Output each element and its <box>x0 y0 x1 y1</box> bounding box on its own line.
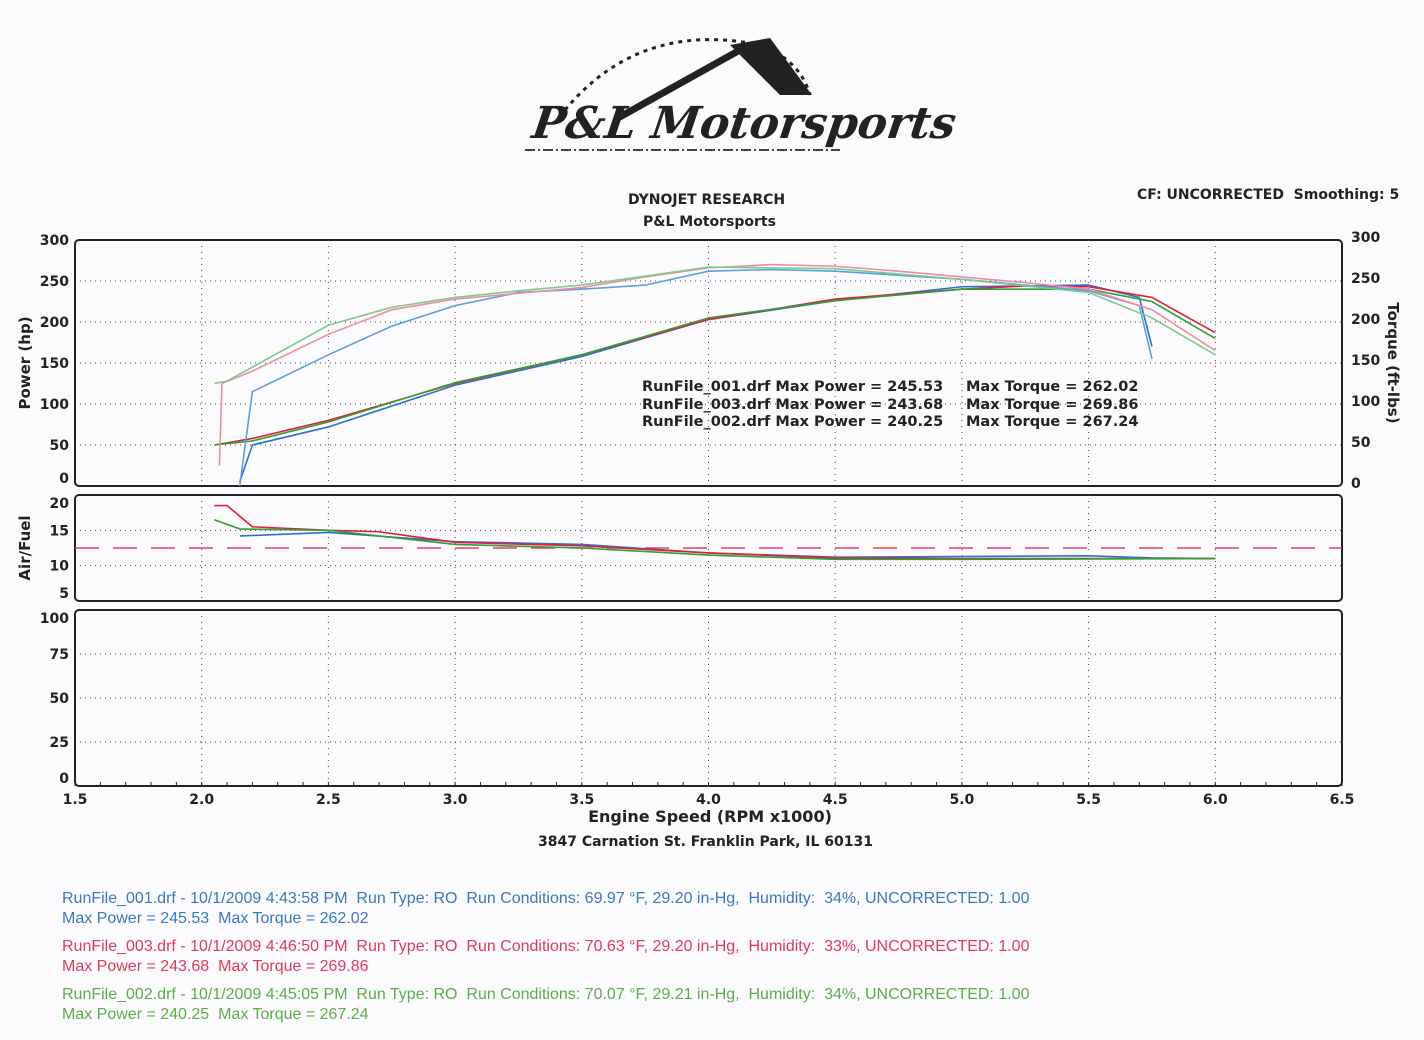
y-right-tick-label: 300 <box>1351 230 1380 246</box>
max-power-stats: RunFile_001.drf Max Power = 245.53 RunFi… <box>642 379 943 432</box>
x-tick-label: 5.0 <box>949 792 974 808</box>
y-tick-label: 0 <box>59 471 69 487</box>
x-tick-label: 2.0 <box>189 792 214 808</box>
x-tick-label: 3.0 <box>443 792 468 808</box>
chart-subtitle: P&L Motorsports <box>643 214 776 230</box>
series-RunFile_002-torque-line <box>214 266 1216 385</box>
y-tick-label: 10 <box>50 559 70 575</box>
y-right-tick-label: 50 <box>1351 435 1371 451</box>
y-tick-label: 100 <box>40 397 69 413</box>
stat-torque-003: Max Torque = 269.86 <box>966 396 1139 413</box>
y-axis-label: Power (hp) <box>16 316 34 409</box>
run-info-003: RunFile_003.drf - 10/1/2009 4:46:50 PM R… <box>62 937 1029 977</box>
x-tick-label: 3.5 <box>569 792 594 808</box>
x-tick-label: 1.5 <box>63 792 88 808</box>
y-tick-label: 250 <box>40 274 69 290</box>
gauge-segments-icon <box>730 38 812 95</box>
y-tick-label: 0 <box>59 771 69 787</box>
run-line: RunFile_001.drf - 10/1/2009 4:43:58 PM R… <box>62 890 1030 907</box>
series-RunFile_003-line <box>214 504 1216 560</box>
y-tick-label: 300 <box>40 233 69 249</box>
y-tick-label: 50 <box>50 691 70 707</box>
address: 3847 Carnation St. Franklin Park, IL 601… <box>538 834 873 850</box>
y-right-tick-label: 250 <box>1351 271 1380 287</box>
run-max: Max Power = 243.68 Max Torque = 269.86 <box>62 958 369 975</box>
series-RunFile_003-torque-line <box>218 263 1216 466</box>
x-axis-label: Engine Speed (RPM x1000) <box>588 807 832 826</box>
x-tick-label: 4.0 <box>696 792 721 808</box>
stat-torque-001: Max Torque = 262.02 <box>966 379 1139 395</box>
run-max: Max Power = 245.53 Max Torque = 262.02 <box>62 910 369 927</box>
run-line: RunFile_003.drf - 10/1/2009 4:46:50 PM R… <box>62 938 1030 955</box>
run-max: Max Power = 240.25 Max Torque = 267.24 <box>62 1006 369 1023</box>
series-RunFile_001-torque-line <box>238 268 1153 487</box>
gauge-needle-icon <box>614 46 744 122</box>
logo: P&L Motorsports <box>525 38 959 151</box>
stat-torque-002: Max Torque = 267.24 <box>966 414 1139 430</box>
x-tick-label: 6.5 <box>1330 792 1355 808</box>
y-right-tick-label: 200 <box>1351 312 1380 328</box>
x-tick-label: 5.5 <box>1076 792 1101 808</box>
y-tick-label: 50 <box>50 438 70 454</box>
run-line: RunFile_002.drf - 10/1/2009 4:45:05 PM R… <box>62 986 1030 1003</box>
y-axis-label: Air/Fuel <box>16 515 34 580</box>
correction-info: CF: UNCORRECTED Smoothing: 5 <box>1137 187 1400 203</box>
stat-power-001: RunFile_001.drf Max Power = 245.53 <box>642 379 944 395</box>
svg-text:P&L Motorsports: P&L Motorsports <box>527 97 959 149</box>
y-tick-label: 25 <box>50 735 69 751</box>
y-right-tick-label: 100 <box>1351 394 1380 410</box>
y-tick-label: 20 <box>50 496 70 512</box>
y-right-tick-label: 150 <box>1351 353 1380 369</box>
chart-title: DYNOJET RESEARCH <box>628 192 786 208</box>
y-tick-label: 200 <box>40 315 69 331</box>
y-right-tick-label: 0 <box>1351 476 1361 492</box>
y-tick-label: 100 <box>40 611 69 627</box>
y-axis-label-right: Torque (ft-lbs) <box>1384 302 1402 423</box>
stat-power-003: RunFile_003.drf Max Power = 243.68 <box>642 396 944 413</box>
x-tick-label: 4.5 <box>823 792 848 808</box>
x-tick-label: 6.0 <box>1203 792 1228 808</box>
y-tick-label: 75 <box>50 647 69 663</box>
run-info-002: RunFile_002.drf - 10/1/2009 4:45:05 PM R… <box>62 985 1029 1025</box>
series-RunFile_002-power-line <box>214 288 1216 446</box>
y-tick-label: 5 <box>59 586 69 602</box>
y-tick-label: 15 <box>50 523 69 539</box>
series-RunFile_002-line <box>214 518 1216 561</box>
max-torque-stats: Max Torque = 262.02 Max Torque = 269.86 … <box>966 379 1138 432</box>
x-tick-label: 2.5 <box>316 792 341 808</box>
stat-power-002: RunFile_002.drf Max Power = 240.25 <box>642 414 944 430</box>
run-info-001: RunFile_001.drf - 10/1/2009 4:43:58 PM R… <box>62 889 1029 929</box>
gauge-arc-icon <box>563 38 812 111</box>
y-tick-label: 150 <box>40 356 69 372</box>
